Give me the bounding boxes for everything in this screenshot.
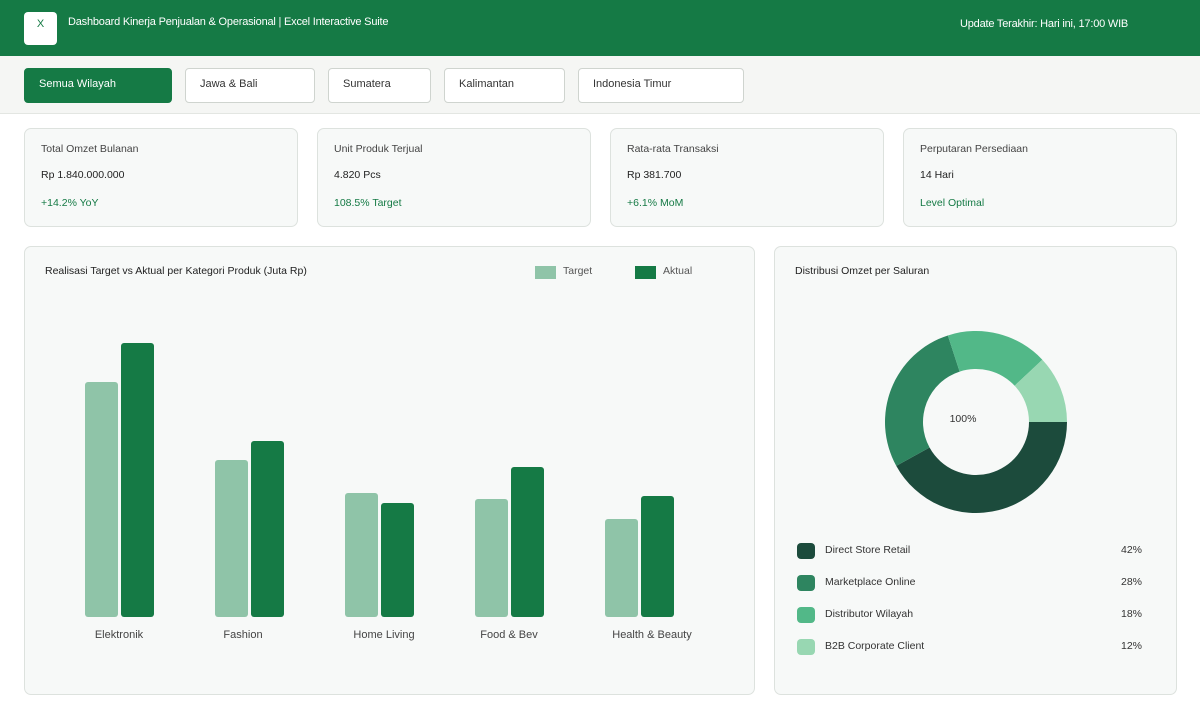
region-tab-kalimantan[interactable]: Kalimantan bbox=[444, 68, 565, 103]
channel-swatch bbox=[797, 575, 815, 591]
app-header: X Dashboard Kinerja Penjualan & Operasio… bbox=[0, 0, 1200, 56]
channel-row-marketplace: Marketplace Online 28% bbox=[797, 575, 1142, 595]
kpi-card-unit-terjual: Unit Produk Terjual 4.820 Pcs 108.5% Tar… bbox=[317, 128, 591, 227]
bar-chart-panel: Realisasi Target vs Aktual per Kategori … bbox=[24, 246, 755, 695]
category-label: Elektronik bbox=[94, 629, 144, 641]
bar-aktual-food-bev bbox=[511, 467, 544, 617]
channel-swatch bbox=[797, 607, 815, 623]
channel-percent: 28% bbox=[1120, 576, 1142, 588]
channel-name: B2B Corporate Client bbox=[825, 640, 925, 652]
legend-label-aktual: Aktual bbox=[663, 265, 693, 277]
kpi-label: Perputaran Persediaan bbox=[920, 143, 1028, 155]
category-label: Home Living bbox=[353, 629, 415, 641]
kpi-label: Unit Produk Terjual bbox=[334, 143, 423, 155]
donut-slice-distributor-wilayah bbox=[947, 331, 1043, 386]
bar-target-health-beauty bbox=[605, 519, 638, 617]
channel-percent: 42% bbox=[1120, 544, 1142, 556]
kpi-card-perputaran-persediaan: Perputaran Persediaan 14 Hari Level Opti… bbox=[903, 128, 1177, 227]
channel-percent: 12% bbox=[1120, 640, 1142, 652]
excel-logo-icon: X bbox=[24, 12, 57, 45]
kpi-trend: Level Optimal bbox=[920, 197, 985, 209]
donut-slice-b2b-corporate-client bbox=[1014, 359, 1067, 422]
kpi-value: 4.820 Pcs bbox=[334, 169, 381, 181]
category-label: Health & Beauty bbox=[612, 629, 692, 641]
bar-target-food-bev bbox=[475, 499, 508, 617]
legend-label-target: Target bbox=[563, 265, 593, 277]
kpi-card-total-omzet: Total Omzet Bulanan Rp 1.840.000.000 +14… bbox=[24, 128, 298, 227]
region-tab-jawa-bali[interactable]: Jawa & Bali bbox=[185, 68, 315, 103]
channel-name: Distributor Wilayah bbox=[825, 608, 914, 620]
channel-row-direct-store: Direct Store Retail 42% bbox=[797, 543, 1142, 563]
channel-name: Marketplace Online bbox=[825, 576, 916, 588]
bar-target-home-living bbox=[345, 493, 378, 617]
kpi-trend: 108.5% Target bbox=[334, 197, 402, 209]
bar-aktual-elektronik bbox=[121, 343, 154, 617]
channel-percent: 18% bbox=[1120, 608, 1142, 620]
region-tab-indonesia-timur[interactable]: Indonesia Timur bbox=[578, 68, 744, 103]
channel-row-distributor: Distributor Wilayah 18% bbox=[797, 607, 1142, 627]
bar-target-fashion bbox=[215, 460, 248, 617]
channel-swatch bbox=[797, 543, 815, 559]
region-tab-semua-wilayah[interactable]: Semua Wilayah bbox=[24, 68, 172, 103]
bar-chart-title: Realisasi Target vs Aktual per Kategori … bbox=[45, 265, 307, 277]
kpi-value: Rp 1.840.000.000 bbox=[41, 169, 125, 181]
donut-slice-marketplace-online bbox=[885, 335, 960, 466]
donut-chart-title: Distribusi Omzet per Saluran bbox=[795, 265, 930, 277]
donut-chart-panel: Distribusi Omzet per Saluran 100% Direct… bbox=[774, 246, 1177, 695]
kpi-value: 14 Hari bbox=[920, 169, 954, 181]
legend-swatch-aktual bbox=[635, 266, 656, 279]
bar-aktual-home-living bbox=[381, 503, 414, 617]
bar-aktual-health-beauty bbox=[641, 496, 674, 617]
bar-aktual-fashion bbox=[251, 441, 284, 617]
channel-swatch bbox=[797, 639, 815, 655]
kpi-label: Rata-rata Transaksi bbox=[627, 143, 719, 155]
region-filter-bar: Semua Wilayah Jawa & Bali Sumatera Kalim… bbox=[0, 56, 1200, 114]
kpi-trend: +14.2% YoY bbox=[41, 197, 99, 209]
donut-slice-direct-store-retail bbox=[896, 422, 1067, 513]
kpi-card-rata-rata-transaksi: Rata-rata Transaksi Rp 381.700 +6.1% MoM bbox=[610, 128, 884, 227]
kpi-label: Total Omzet Bulanan bbox=[41, 143, 139, 155]
channel-row-b2b: B2B Corporate Client 12% bbox=[797, 639, 1142, 659]
kpi-trend: +6.1% MoM bbox=[627, 197, 684, 209]
legend-swatch-target bbox=[535, 266, 556, 279]
kpi-value: Rp 381.700 bbox=[627, 169, 682, 181]
channel-name: Direct Store Retail bbox=[825, 544, 911, 556]
donut-chart bbox=[885, 331, 1067, 513]
bar-target-elektronik bbox=[85, 382, 118, 617]
dashboard-title: Dashboard Kinerja Penjualan & Operasiona… bbox=[68, 16, 389, 28]
last-update-text: Update Terakhir: Hari ini, 17:00 WIB bbox=[960, 18, 1129, 30]
bar-chart bbox=[85, 343, 674, 617]
donut-center-label: 100% bbox=[949, 413, 977, 425]
region-tab-sumatera[interactable]: Sumatera bbox=[328, 68, 431, 103]
category-label: Food & Bev bbox=[480, 629, 538, 641]
category-label: Fashion bbox=[223, 629, 263, 641]
